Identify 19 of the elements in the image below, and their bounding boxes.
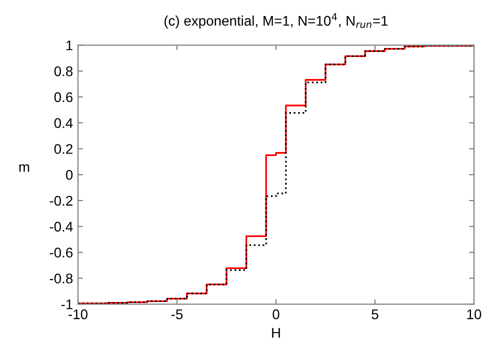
x-tick-label: -5 (171, 310, 183, 320)
y-tick-label: -0.4 (50, 222, 73, 232)
y-axis-title: m (19, 164, 30, 172)
y-tick-label: -0.2 (50, 196, 72, 206)
y-tick-label: -1 (61, 300, 72, 310)
y-tick-label: 0.8 (54, 66, 73, 76)
x-tick-label: -10 (68, 309, 88, 320)
y-tick-label: -0.8 (50, 274, 73, 284)
x-tick-label: 0 (272, 309, 280, 320)
x-tick-label: 5 (372, 310, 378, 320)
y-tick-label: 0.6 (54, 92, 73, 102)
chart-title: (c) exponential, M=1, N=10$^{4}$, N$_{run}$=1 (164, 13, 388, 28)
x-axis-title: H (272, 328, 280, 338)
y-tick-label: 0.4 (54, 118, 73, 128)
y-tick-label: 0.2 (54, 144, 72, 154)
x-tick-label: 10 (467, 309, 482, 320)
y-tick-label: 0 (66, 170, 73, 180)
y-tick-label: -0.6 (50, 248, 73, 258)
y-tick-label: 1 (66, 40, 72, 50)
